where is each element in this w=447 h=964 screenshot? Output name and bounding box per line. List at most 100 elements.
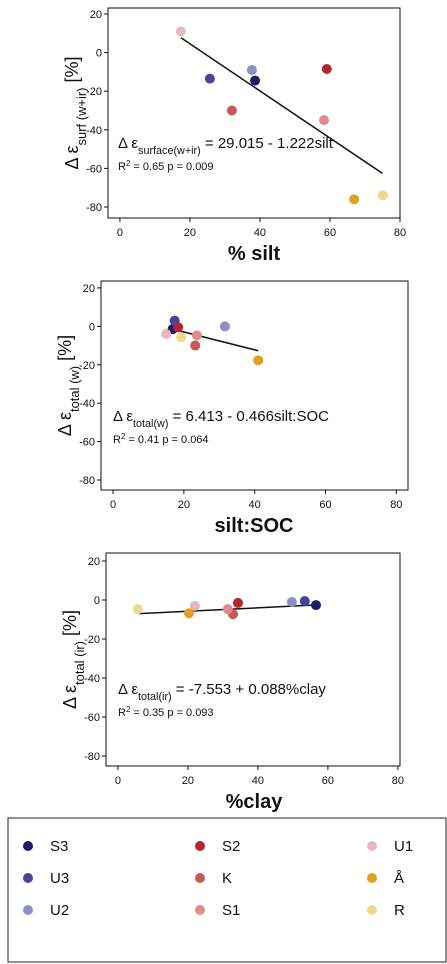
legend-label: U3 [50, 870, 69, 887]
equation-lead: Δ ε [118, 681, 138, 698]
legend-label: U2 [50, 902, 69, 919]
y-axis-label-sub: total (w) [67, 366, 82, 412]
x-tick-label: 0 [115, 775, 121, 787]
legend-marker [367, 873, 377, 883]
fit-stats-tail: = 0.65 p = 0.009 [130, 161, 213, 173]
y-tick-label: -40 [79, 398, 95, 410]
fit-stats: R2 = 0.41 p = 0.064 [113, 432, 209, 447]
legend-label: K [222, 870, 232, 887]
x-tick-label: 20 [182, 775, 194, 787]
legend-marker [195, 905, 205, 915]
data-point [299, 595, 310, 606]
y-tick-label: 0 [94, 595, 100, 607]
data-point [226, 105, 237, 116]
y-axis-label: Δ εtotal (ir) [%] [60, 610, 87, 709]
equation-sub: total(ir) [138, 691, 172, 703]
legend-marker [367, 905, 377, 915]
y-tick-label: -80 [86, 202, 102, 214]
x-tick-label: 40 [252, 775, 264, 787]
equation-lead: Δ ε [113, 408, 133, 425]
data-point [204, 73, 215, 84]
y-tick-label: -20 [86, 86, 102, 98]
y-tick-label: -60 [86, 163, 102, 175]
y-tick-label: -40 [84, 673, 100, 685]
fit-stats-sup: 2 [121, 432, 125, 441]
regression-line [173, 328, 259, 352]
data-point [191, 330, 202, 341]
data-point [132, 604, 143, 615]
y-tick-label: -60 [79, 437, 95, 449]
legend-label: Å [394, 870, 404, 887]
y-tick-label: -60 [84, 712, 100, 724]
fit-stats-tail: = 0.35 p = 0.093 [130, 707, 213, 719]
y-axis-label-sub: surf (w+ir) [74, 88, 89, 146]
fit-stats-lead: R [118, 707, 126, 719]
y-axis-label: Δ εtotal (w) [%] [55, 335, 82, 436]
y-axis-label-lead: Δ ε [60, 685, 80, 709]
y-tick-label: 0 [89, 321, 95, 333]
x-tick-label: 80 [392, 775, 404, 787]
x-tick-label: 60 [319, 499, 331, 511]
x-tick-label: 60 [322, 775, 334, 787]
y-tick-label: 0 [96, 48, 102, 60]
x-tick-label: 20 [184, 227, 196, 239]
y-tick-label: -80 [84, 751, 100, 763]
y-tick-label: 20 [88, 556, 100, 568]
y-tick-label: -20 [84, 634, 100, 646]
x-tick-label: 60 [324, 227, 336, 239]
regression-line [180, 37, 383, 175]
y-axis-label-tail: [%] [55, 335, 75, 366]
equation: Δ εtotal(ir) = -7.553 + 0.088%clay [118, 681, 326, 703]
data-point [175, 26, 186, 37]
legend-label: R [394, 902, 405, 919]
fit-stats-tail: = 0.41 p = 0.064 [125, 434, 208, 446]
plot-frame [107, 7, 401, 219]
equation: Δ εtotal(w) = 6.413 - 0.466silt:SOC [113, 408, 329, 430]
data-point [286, 596, 297, 607]
fit-stats: R2 = 0.35 p = 0.093 [118, 705, 214, 720]
fit-stats-lead: R [113, 434, 121, 446]
legend-label: S1 [222, 902, 240, 919]
fit-stats-sup: 2 [126, 159, 130, 168]
data-point [311, 600, 321, 611]
fit-stats: R2 = 0.65 p = 0.009 [118, 159, 214, 174]
data-point [189, 600, 200, 611]
fit-stats-lead: R [118, 161, 126, 173]
data-point [183, 608, 194, 619]
data-point [232, 597, 243, 608]
equation-sub: total(w) [133, 418, 168, 430]
x-tick-label: 40 [249, 499, 261, 511]
equation-tail: = 6.413 - 0.466silt:SOC [168, 408, 329, 425]
legend-marker [195, 873, 205, 883]
y-tick-label: -40 [86, 125, 102, 137]
data-point [176, 332, 187, 343]
legend-marker [23, 841, 33, 851]
legend-label: S3 [50, 838, 68, 855]
legend-label: S2 [222, 838, 240, 855]
x-axis-label: % silt [228, 243, 281, 265]
data-point [250, 75, 261, 86]
y-tick-label: 20 [83, 283, 95, 295]
x-tick-label: 0 [117, 227, 123, 239]
data-point [190, 340, 201, 351]
x-tick-label: 0 [110, 499, 116, 511]
data-point [219, 321, 230, 332]
equation-tail: = 29.015 - 1.222silt [201, 135, 334, 152]
legend-marker [195, 841, 205, 851]
equation-lead: Δ ε [118, 135, 138, 152]
x-tick-label: 80 [394, 227, 406, 239]
x-axis-label: silt:SOC [215, 515, 294, 537]
legend-marker [367, 841, 377, 851]
y-tick-label: 20 [90, 9, 102, 21]
x-tick-label: 20 [178, 499, 190, 511]
data-point [349, 194, 360, 205]
data-point [222, 604, 233, 615]
y-axis-label-tail: [%] [62, 56, 82, 87]
plot-frame [105, 552, 401, 767]
data-point [161, 329, 172, 340]
y-tick-label: -20 [79, 360, 95, 372]
legend-marker [23, 905, 33, 915]
x-axis-label: %clay [226, 791, 284, 813]
equation-tail: = -7.553 + 0.088%clay [172, 681, 327, 698]
y-axis-label: Δ εsurf (w+ir) [%] [62, 56, 89, 169]
